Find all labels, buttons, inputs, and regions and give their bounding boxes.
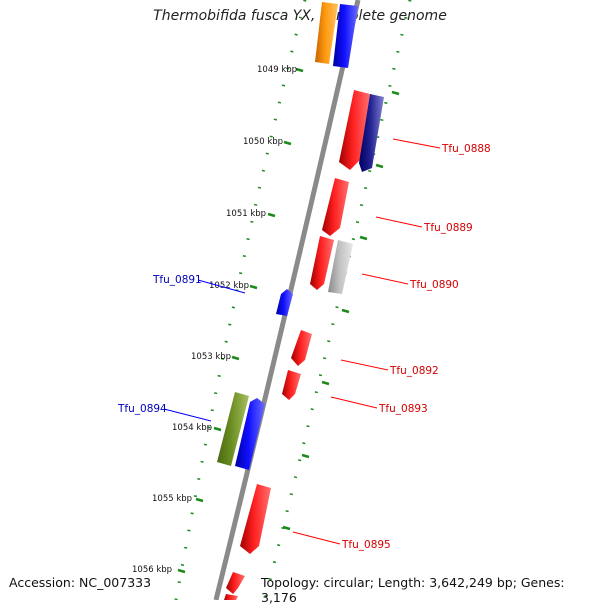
genome-summary: Topology: circular; Length: 3,642,249 bp… xyxy=(261,575,565,605)
forward-genes xyxy=(224,4,384,600)
reverse-gene-labels: Tfu_0891 Tfu_0894 xyxy=(117,274,202,415)
gene-arrow-blue xyxy=(276,289,293,316)
gene-arrow-red xyxy=(310,236,334,290)
kbp-label: 1053 kbp xyxy=(191,352,231,362)
gene-label: Tfu_0894 xyxy=(117,403,167,415)
kbp-ticks xyxy=(177,67,304,574)
gene-label: Tfu_0895 xyxy=(341,539,391,551)
kbp-label: 1054 kbp xyxy=(172,423,212,433)
forward-gene-labels: Tfu_0888 Tfu_0889 Tfu_0890 Tfu_0892 Tfu_… xyxy=(341,143,491,551)
gene-arrow-blue xyxy=(235,398,265,470)
kbp-label: 1051 kbp xyxy=(226,209,266,219)
map-title: Thermobifida fusca YX, complete genome xyxy=(153,8,447,24)
gene-arrow-red xyxy=(226,572,245,594)
kbp-labels: 1049 kbp 1050 kbp 1051 kbp 1052 kbp 1053… xyxy=(132,65,297,575)
kbp-label: 1055 kbp xyxy=(152,494,192,504)
gene-arrow-blue xyxy=(333,4,358,68)
kbp-label: 1049 kbp xyxy=(257,65,297,75)
gene-label: Tfu_0889 xyxy=(423,222,473,234)
gene-label: Tfu_0890 xyxy=(409,279,459,291)
accession-text: Accession: NC_007333 xyxy=(9,575,152,590)
gene-arrow-green xyxy=(217,392,249,466)
kbp-label: 1056 kbp xyxy=(132,565,172,575)
gene-label: Tfu_0892 xyxy=(389,365,439,377)
outer-major-ticks xyxy=(282,90,400,531)
gene-arrow-orange xyxy=(315,2,338,64)
gene-label: Tfu_0893 xyxy=(378,403,428,415)
gene-label: Tfu_0891 xyxy=(152,274,202,286)
kbp-label: 1052 kbp xyxy=(209,281,249,291)
gene-arrow-red xyxy=(339,90,370,170)
reverse-leaders xyxy=(163,279,246,422)
reverse-genes xyxy=(217,2,338,470)
gene-arrow-red xyxy=(322,178,349,236)
gene-arrow-navy xyxy=(359,94,384,172)
forward-leaders xyxy=(292,138,441,545)
gene-arrow-red xyxy=(282,370,301,400)
gene-arrow-gray xyxy=(328,240,353,294)
kbp-label: 1050 kbp xyxy=(243,137,283,147)
gene-arrow-red xyxy=(291,330,312,366)
gene-label: Tfu_0888 xyxy=(441,143,491,155)
gene-arrow-red xyxy=(240,484,271,554)
gene-arrow-red xyxy=(224,594,238,600)
